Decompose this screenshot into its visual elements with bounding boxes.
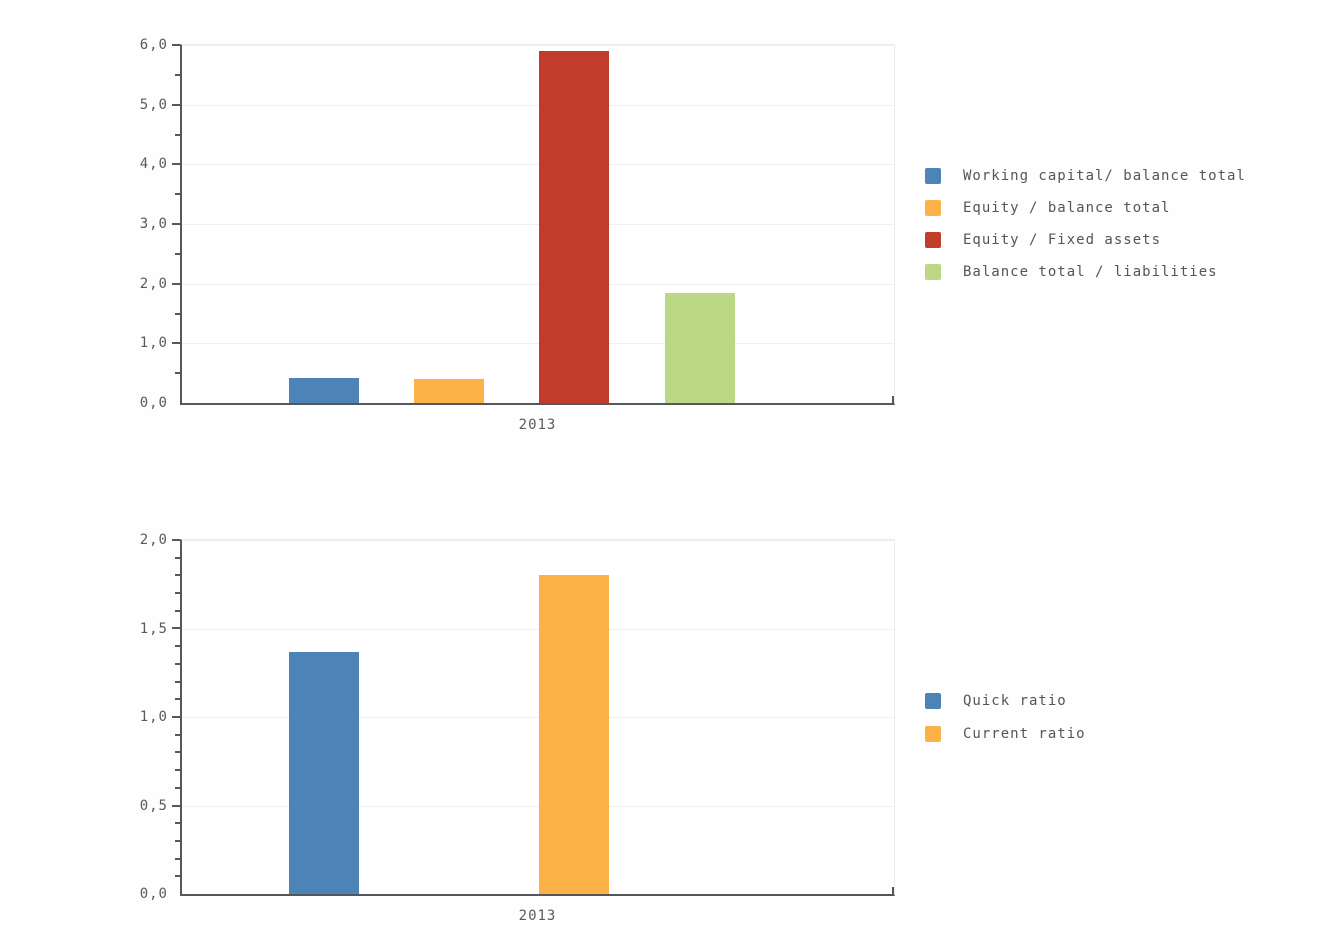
y-minor-tick bbox=[175, 734, 180, 736]
y-axis-tick-label: 5,0 bbox=[139, 97, 168, 113]
x-category-label: 2013 bbox=[518, 417, 557, 433]
gridline bbox=[182, 629, 894, 630]
y-minor-tick bbox=[175, 875, 180, 877]
legend-swatch-icon bbox=[925, 725, 941, 742]
y-minor-tick bbox=[175, 134, 180, 136]
y-major-tick bbox=[172, 163, 180, 165]
y-major-tick bbox=[172, 627, 180, 629]
y-major-tick bbox=[172, 283, 180, 285]
gridline bbox=[182, 105, 894, 106]
y-minor-tick bbox=[175, 372, 180, 374]
y-axis-tick-label: 6,0 bbox=[139, 37, 168, 53]
legend-item: Quick ratio bbox=[925, 684, 1086, 717]
legend-item: Balance total / liabilities bbox=[925, 256, 1246, 288]
legend-label: Working capital/ balance total bbox=[963, 168, 1246, 184]
x-axis-end-tick bbox=[892, 887, 894, 894]
y-minor-tick bbox=[175, 787, 180, 789]
gridline bbox=[182, 164, 894, 165]
y-major-tick bbox=[172, 539, 180, 541]
legend: Working capital/ balance total Equity / b… bbox=[925, 160, 1246, 288]
y-axis-tick-label: 1,5 bbox=[139, 621, 168, 637]
legend-item: Working capital/ balance total bbox=[925, 160, 1246, 192]
y-minor-tick bbox=[175, 698, 180, 700]
gridline bbox=[182, 45, 894, 46]
y-major-tick bbox=[172, 805, 180, 807]
legend-item: Equity / balance total bbox=[925, 192, 1246, 224]
y-minor-tick bbox=[175, 769, 180, 771]
y-axis-tick-label: 0,0 bbox=[139, 886, 168, 902]
bar-equity-fixed-assets bbox=[539, 51, 609, 403]
legend-swatch-icon bbox=[925, 168, 941, 184]
y-axis-tick-label: 1,0 bbox=[139, 335, 168, 351]
y-minor-tick bbox=[175, 574, 180, 576]
legend-label: Current ratio bbox=[963, 725, 1086, 742]
plot-area bbox=[172, 44, 895, 405]
bar-balance-total-liabilities bbox=[665, 293, 735, 403]
y-minor-tick bbox=[175, 193, 180, 195]
y-minor-tick bbox=[175, 557, 180, 559]
y-axis-tick-label: 2,0 bbox=[139, 532, 168, 548]
x-category-label: 2013 bbox=[518, 908, 557, 924]
legend-swatch-icon bbox=[925, 264, 941, 280]
bar-equity-balance-total bbox=[414, 379, 484, 403]
legend-label: Equity / Fixed assets bbox=[963, 232, 1162, 248]
y-minor-tick bbox=[175, 822, 180, 824]
y-major-tick bbox=[172, 104, 180, 106]
y-minor-tick bbox=[175, 681, 180, 683]
y-minor-tick bbox=[175, 840, 180, 842]
y-axis-tick-label: 2,0 bbox=[139, 276, 168, 292]
y-axis-tick-label: 1,0 bbox=[139, 709, 168, 725]
x-axis-end-tick bbox=[892, 396, 894, 403]
y-axis-tick-label: 0,5 bbox=[139, 798, 168, 814]
y-major-tick bbox=[172, 716, 180, 718]
gridline bbox=[182, 343, 894, 344]
legend-swatch-icon bbox=[925, 232, 941, 248]
bar-quick-ratio bbox=[289, 652, 359, 894]
plot-area bbox=[172, 539, 895, 896]
bar-working-capital-balance-total bbox=[289, 378, 359, 403]
y-minor-tick bbox=[175, 253, 180, 255]
gridline bbox=[182, 284, 894, 285]
legend: Quick ratio Current ratio bbox=[925, 684, 1086, 750]
y-minor-tick bbox=[175, 592, 180, 594]
y-axis-tick-label: 3,0 bbox=[139, 216, 168, 232]
y-axis-tick-label: 0,0 bbox=[139, 395, 168, 411]
legend-label: Balance total / liabilities bbox=[963, 264, 1218, 280]
y-minor-tick bbox=[175, 645, 180, 647]
y-minor-tick bbox=[175, 74, 180, 76]
gridline bbox=[182, 540, 894, 541]
y-major-tick bbox=[172, 44, 180, 46]
y-minor-tick bbox=[175, 858, 180, 860]
y-major-tick bbox=[172, 342, 180, 344]
legend-swatch-icon bbox=[925, 692, 941, 709]
legend-item: Current ratio bbox=[925, 717, 1086, 750]
y-minor-tick bbox=[175, 663, 180, 665]
y-minor-tick bbox=[175, 313, 180, 315]
bar-current-ratio bbox=[539, 575, 609, 894]
y-minor-tick bbox=[175, 751, 180, 753]
legend-label: Equity / balance total bbox=[963, 200, 1171, 216]
legend-item: Equity / Fixed assets bbox=[925, 224, 1246, 256]
gridline bbox=[182, 806, 894, 807]
y-minor-tick bbox=[175, 610, 180, 612]
legend-label: Quick ratio bbox=[963, 692, 1067, 709]
y-axis-tick-label: 4,0 bbox=[139, 156, 168, 172]
legend-swatch-icon bbox=[925, 200, 941, 216]
y-major-tick bbox=[172, 223, 180, 225]
gridline bbox=[182, 717, 894, 718]
gridline bbox=[182, 224, 894, 225]
